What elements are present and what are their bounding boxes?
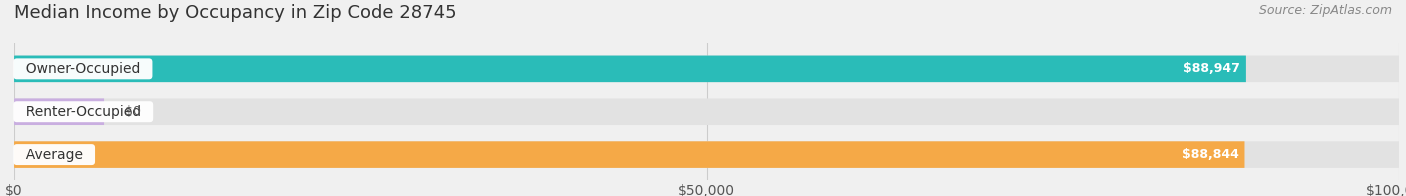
- Text: $88,947: $88,947: [1184, 62, 1240, 75]
- FancyBboxPatch shape: [14, 141, 1244, 168]
- FancyBboxPatch shape: [14, 55, 1246, 82]
- Text: Source: ZipAtlas.com: Source: ZipAtlas.com: [1258, 4, 1392, 17]
- Text: Renter-Occupied: Renter-Occupied: [17, 105, 149, 119]
- FancyBboxPatch shape: [14, 98, 104, 125]
- Text: $0: $0: [125, 105, 141, 118]
- FancyBboxPatch shape: [14, 141, 1399, 168]
- FancyBboxPatch shape: [14, 98, 1399, 125]
- Text: Average: Average: [17, 148, 91, 162]
- Text: $88,844: $88,844: [1182, 148, 1239, 161]
- Text: Median Income by Occupancy in Zip Code 28745: Median Income by Occupancy in Zip Code 2…: [14, 4, 457, 22]
- FancyBboxPatch shape: [14, 55, 1399, 82]
- Text: Owner-Occupied: Owner-Occupied: [17, 62, 149, 76]
